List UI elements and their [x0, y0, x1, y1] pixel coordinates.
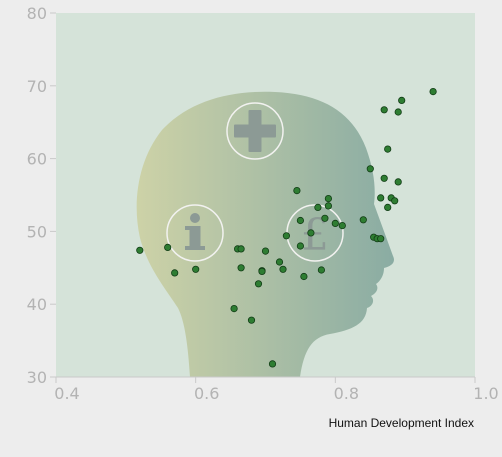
- scatter-point: [238, 246, 244, 252]
- scatter-point: [318, 267, 324, 273]
- scatter-point: [259, 268, 265, 274]
- scatter-point: [378, 236, 384, 242]
- x-tick-label: 1.0: [473, 384, 498, 403]
- scatter-point: [248, 317, 254, 323]
- x-axis-label: Human Development Index: [329, 416, 474, 430]
- x-tick-label: 0.6: [194, 384, 219, 403]
- scatter-point: [322, 215, 328, 221]
- scatter-point: [238, 265, 244, 271]
- scatter-point: [339, 222, 345, 228]
- scatter-point: [193, 266, 199, 272]
- scatter-point: [165, 244, 171, 250]
- scatter-point: [430, 88, 436, 94]
- scatter-point: [255, 281, 261, 287]
- scatter-point: [395, 109, 401, 115]
- scatter-point: [297, 217, 303, 223]
- scatter-point: [297, 243, 303, 249]
- x-axis: 0.4 0.6 0.8 1.0: [54, 377, 498, 403]
- scatter-point: [172, 270, 178, 276]
- scatter-point: [315, 204, 321, 210]
- y-tick-label: 70: [27, 77, 47, 96]
- scatter-point: [269, 361, 275, 367]
- scatter-point: [325, 195, 331, 201]
- scatter-point: [137, 247, 143, 253]
- scatter-point: [381, 175, 387, 181]
- y-tick-label: 30: [27, 368, 47, 387]
- scatter-point: [385, 204, 391, 210]
- scatter-point: [276, 259, 282, 265]
- scatter-point: [301, 273, 307, 279]
- scatter-point: [392, 198, 398, 204]
- scatter-point: [325, 203, 331, 209]
- scatter-point: [378, 195, 384, 201]
- y-tick-label: 80: [27, 4, 47, 23]
- scatter-point: [280, 266, 286, 272]
- scatter-point: [367, 166, 373, 172]
- scatter-point: [360, 217, 366, 223]
- scatter-point: [385, 146, 391, 152]
- x-tick-label: 0.4: [54, 384, 79, 403]
- scatter-point: [381, 107, 387, 113]
- y-tick-label: 50: [27, 222, 47, 241]
- y-tick-label: 60: [27, 150, 47, 169]
- scatter-point: [308, 230, 314, 236]
- medical-plus-icon: [227, 103, 283, 159]
- scatter-point: [262, 248, 268, 254]
- scatter-point: [283, 233, 289, 239]
- scatter-point: [332, 220, 338, 226]
- x-tick-label: 0.8: [334, 384, 359, 403]
- y-tick-label: 40: [27, 295, 47, 314]
- scatter-point: [399, 97, 405, 103]
- scatter-point: [294, 187, 300, 193]
- scatter-point: [395, 179, 401, 185]
- y-axis: 30 40 50 60 70 80: [27, 4, 56, 387]
- scatter-point: [231, 305, 237, 311]
